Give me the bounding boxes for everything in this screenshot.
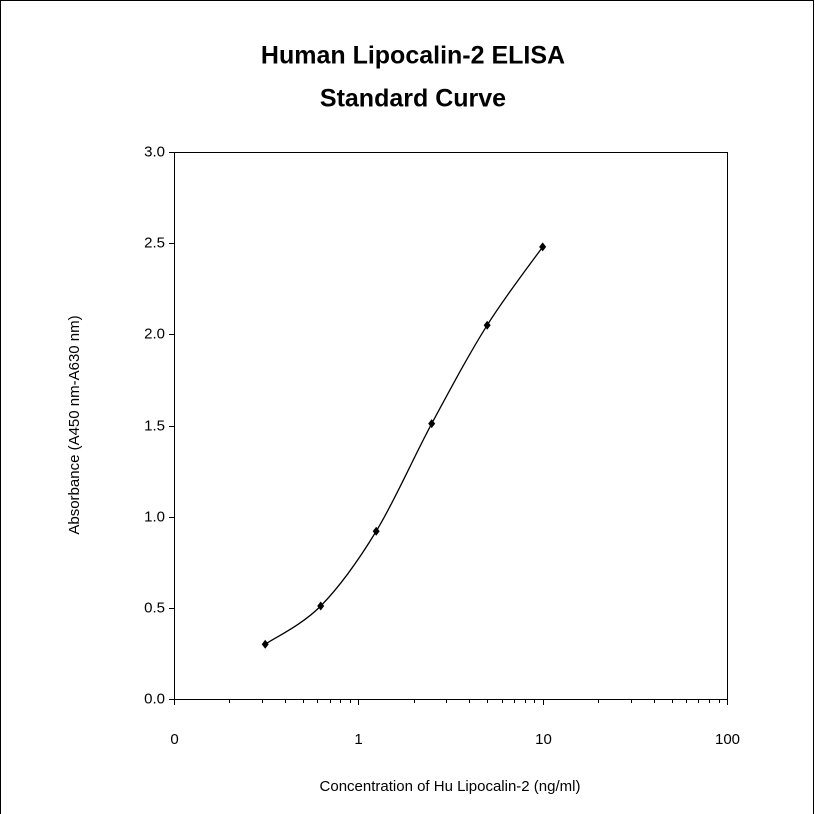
x-axis-label: Concentration of Hu Lipocalin-2 (ng/ml): [320, 778, 581, 795]
marker: [539, 242, 547, 252]
y-tick-label: 1.5: [144, 417, 165, 434]
x-tick-label: 0: [170, 731, 178, 748]
y-tick-label: 2.0: [144, 325, 165, 342]
y-tick-label: 0.0: [144, 690, 165, 707]
y-tick-label: 0.5: [144, 599, 165, 616]
line: [264, 246, 544, 645]
y-tick-label: 3.0: [144, 143, 165, 160]
chart-title: Standard Curve: [320, 85, 506, 113]
x-tick-label: 100: [715, 731, 740, 748]
y-axis-label: Absorbance (A450 nm-A630 nm): [66, 315, 83, 534]
x-tick-label: 10: [535, 731, 552, 748]
x-tick-label: 1: [354, 731, 362, 748]
chart-title: Human Lipocalin-2 ELISA: [261, 42, 565, 70]
marker: [372, 526, 380, 536]
marker: [428, 419, 436, 429]
marker: [317, 601, 325, 611]
y-tick-label: 2.5: [144, 234, 165, 251]
marker: [483, 320, 491, 330]
marker: [261, 639, 269, 649]
y-tick-label: 1.0: [144, 508, 165, 525]
plot-frame: [174, 152, 728, 700]
